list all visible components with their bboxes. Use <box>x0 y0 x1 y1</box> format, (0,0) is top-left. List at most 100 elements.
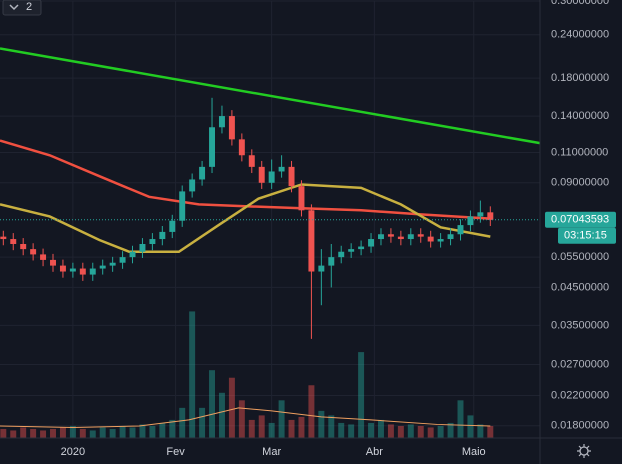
candle-body <box>417 234 424 237</box>
candle-body <box>358 246 365 250</box>
y-tick-label: 0.18000000 <box>551 72 609 84</box>
plot <box>0 47 541 339</box>
candle-body <box>0 236 7 240</box>
candle-body <box>447 234 454 240</box>
volume-bar <box>258 415 265 438</box>
volume-bar <box>387 424 394 438</box>
candle-body <box>149 239 156 244</box>
last-price-label: 0.07043593 <box>551 214 609 226</box>
candle-body <box>348 249 355 252</box>
x-tick-label: Abr <box>366 446 383 458</box>
volume-bar <box>417 425 424 438</box>
candle-body <box>427 236 434 242</box>
candle-body <box>278 166 285 172</box>
candle-body <box>209 127 216 167</box>
y-tick-label: 0.30000000 <box>551 0 609 7</box>
grid <box>0 0 540 438</box>
volume-bar <box>268 422 275 438</box>
volume-bar <box>179 407 186 438</box>
volume-bar <box>109 428 116 438</box>
volume-bar <box>407 424 414 438</box>
candle-body <box>50 259 56 266</box>
candle-body <box>30 249 37 255</box>
volume-bar <box>437 425 444 438</box>
volume-bar <box>199 407 206 438</box>
volume-bar <box>89 430 96 438</box>
volume-bar <box>338 422 345 438</box>
volume-bar <box>79 428 86 438</box>
volume-bar <box>348 424 355 438</box>
candle-body <box>397 236 404 240</box>
candle-body <box>308 210 315 272</box>
settings-gear[interactable] <box>577 444 591 458</box>
volume-bar <box>159 422 166 438</box>
candle-body <box>298 186 305 211</box>
moving-average-line <box>0 139 491 220</box>
volume-bar <box>69 425 76 438</box>
candle-body <box>268 171 275 183</box>
collapse-arrow[interactable] <box>9 4 19 11</box>
candle-body <box>467 216 474 226</box>
badge-box[interactable] <box>2 0 42 16</box>
candle-body <box>169 220 176 232</box>
y-tick-label: 0.03500000 <box>551 319 609 331</box>
candle-body <box>159 231 166 240</box>
candle-body <box>129 251 136 258</box>
volume-bar <box>328 415 335 438</box>
volume-ma-line <box>0 407 491 428</box>
candle-body <box>248 155 255 167</box>
volume-pane <box>0 311 494 438</box>
candle-body <box>487 212 494 220</box>
volume-bar <box>218 392 225 438</box>
x-tick-label: Fev <box>166 446 185 458</box>
volume-bar <box>318 410 325 438</box>
volume-bar <box>228 377 235 438</box>
y-tick-label: 0.05500000 <box>551 251 609 263</box>
volume-bar <box>278 400 285 438</box>
candle-body <box>189 179 196 192</box>
volume-bar <box>40 430 47 438</box>
candle-body <box>99 265 106 269</box>
moving-average-line <box>0 183 491 253</box>
indicator-badge[interactable]: 2 <box>2 0 42 16</box>
candle-body <box>109 262 116 266</box>
volume-bar <box>30 428 37 438</box>
candle-body <box>387 234 394 237</box>
volume-bar <box>0 428 7 438</box>
candle-body <box>218 116 225 128</box>
volume-bar <box>378 419 384 438</box>
candle-body <box>288 166 295 187</box>
volume-bar <box>298 416 305 438</box>
x-tick-label: Maio <box>462 446 486 458</box>
volume-bar <box>487 425 494 438</box>
volume-bar <box>457 400 464 438</box>
volume-bar <box>288 419 295 438</box>
candle-body <box>238 139 245 156</box>
volume-bar <box>248 419 255 438</box>
volume-bar <box>139 424 146 438</box>
moving-average-line <box>0 47 541 145</box>
volume-bar <box>189 311 196 438</box>
volume-bar <box>477 424 484 438</box>
volume-bar <box>149 425 156 438</box>
candle-body <box>179 191 186 221</box>
y-tick-label: 0.01800000 <box>551 420 609 432</box>
countdown-label: 03:15:15 <box>564 230 607 242</box>
volume-bar <box>397 425 404 438</box>
candle-body <box>338 251 345 258</box>
y-tick-label: 0.24000000 <box>551 29 609 41</box>
candle-body <box>119 257 126 263</box>
x-tick-label: Mar <box>262 446 281 458</box>
candle-body <box>328 257 335 266</box>
candle-body <box>457 225 464 235</box>
volume-bar <box>368 422 375 438</box>
y-tick-label: 0.02700000 <box>551 358 609 370</box>
indicator-count: 2 <box>26 1 32 13</box>
candle-body <box>378 234 384 240</box>
candle-body <box>59 265 66 272</box>
candle-body <box>139 243 146 252</box>
candle-body <box>40 254 47 260</box>
volume-bar <box>59 427 66 438</box>
volume-bar <box>427 427 434 438</box>
